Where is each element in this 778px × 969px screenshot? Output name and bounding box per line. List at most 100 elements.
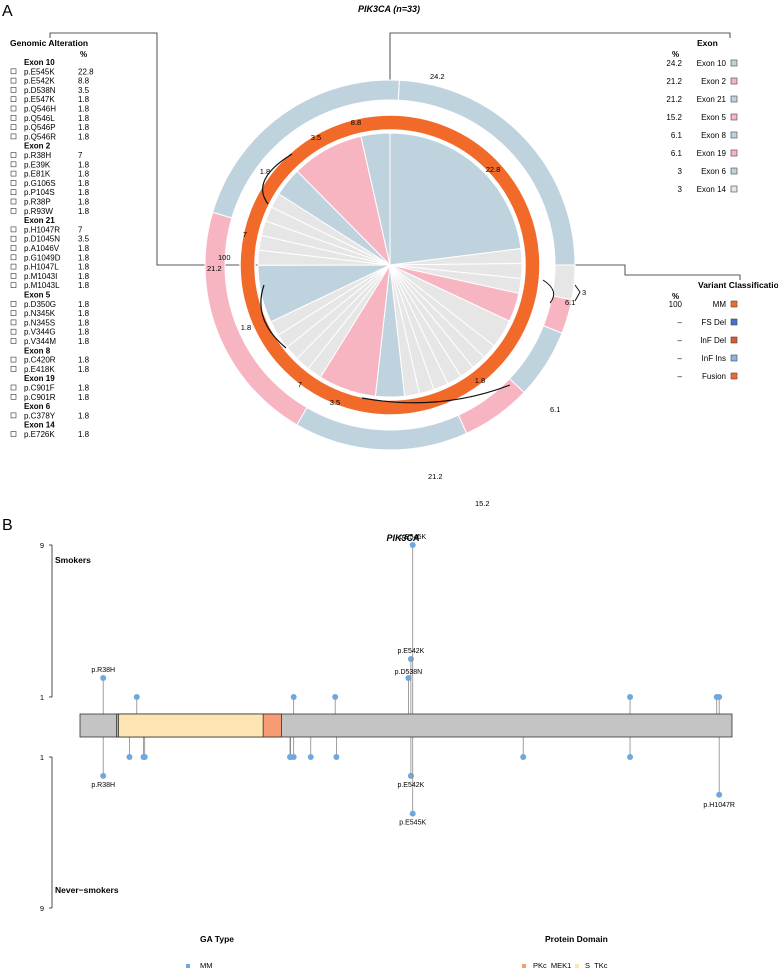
panel-a-letter: A <box>2 3 13 20</box>
exon-legend-swatch <box>730 167 738 175</box>
ga-item-pct: 1.8 <box>78 309 90 318</box>
ga-swatch <box>10 393 17 400</box>
ga-swatch <box>10 96 17 102</box>
ga-swatch <box>10 152 17 158</box>
legend-connectors <box>49 32 741 280</box>
inner-ring-label: 3.5 <box>330 398 340 407</box>
ga-item-label: p.E726K <box>24 430 55 439</box>
ga-item-label: p.M1043L <box>24 281 60 290</box>
smokers-mutation-label: p.E542K <box>397 648 424 655</box>
ga-item-label: p.E547K <box>24 95 55 104</box>
variant-ring-outer-edge <box>239 114 541 416</box>
inner-ring-label: 8.8 <box>351 118 361 127</box>
ga-swatch <box>10 115 17 121</box>
ga-exon-header: Exon 5 <box>24 291 51 300</box>
exon-legend-pct: 15.2 <box>666 113 682 122</box>
inner-ring-label: 7 <box>298 380 302 389</box>
ga-item-pct: 1.8 <box>78 300 90 309</box>
ga-item-label: p.V344M <box>24 337 56 346</box>
exon-legend: Exon % 24.2 Exon 10 21.2 Exon 2 21.2 Exon 21 1… <box>666 38 738 194</box>
ga-swatch <box>10 245 17 251</box>
ga-item-pct: 1.8 <box>78 179 90 188</box>
domain-legend-label-stkc: S_TKc <box>585 961 608 969</box>
ga-item-pct: 1.8 <box>78 198 90 207</box>
ga-swatch <box>10 87 17 93</box>
ga-item-label: p.Q546L <box>24 114 55 123</box>
never-smokers-point <box>409 810 416 817</box>
outer-ring-label: 3 <box>582 288 586 297</box>
ga-connector-line <box>49 32 258 266</box>
ga-item-label: p.D1045N <box>24 235 60 244</box>
outer-ring-label: 6.1 <box>565 298 575 307</box>
vc-legend-label: InF Del <box>700 336 726 345</box>
outer-ring-label: 24.2 <box>430 72 445 81</box>
domain-legend-swatch-pkc <box>522 964 526 968</box>
vc-legend-label: FS Del <box>702 318 727 327</box>
ga-swatch <box>10 431 17 437</box>
never-smokers-point <box>126 754 133 760</box>
ga-item-label: p.A1046V <box>24 244 60 253</box>
never-smokers-mutation-label: p.R38H <box>91 782 115 789</box>
donut-chart: 24.2 21.2 21.2 15.2 6.1 6.1 3 100 22.8 8.8 3.5 1.8 7… <box>204 72 586 508</box>
ga-item-pct: 1.8 <box>78 253 90 262</box>
ga-item-pct: 1.8 <box>78 132 90 141</box>
ga-swatch <box>10 170 17 177</box>
variant-classification-legend: Variant Classification % 100 MM – FS Del – In… <box>669 280 778 381</box>
ga-item-pct: 1.8 <box>78 170 90 179</box>
never-smokers-point <box>520 754 527 760</box>
ga-item-pct: 7 <box>78 225 83 234</box>
ga-item-pct: 1.8 <box>78 114 90 123</box>
exon-legend-pct: 6.1 <box>671 131 683 140</box>
exon-legend-swatch <box>730 149 738 157</box>
ga-swatch <box>10 198 17 205</box>
smokers-point <box>133 694 140 700</box>
ga-exon-header: Exon 8 <box>24 346 51 355</box>
ga-swatch <box>10 310 17 316</box>
ga-item-pct: 1.8 <box>78 95 90 104</box>
smokers-label: Smokers <box>55 555 91 565</box>
ga-swatch <box>10 366 17 372</box>
ga-legend-title: Genomic Alteration <box>10 38 88 48</box>
never-smokers-point <box>627 754 634 760</box>
exon-legend-label: Exon 6 <box>701 167 726 176</box>
ga-swatch <box>10 68 17 75</box>
inner-ring-label: 7 <box>243 230 247 239</box>
vc-legend-label: Fusion <box>702 372 726 381</box>
ga-item-label: p.C420R <box>24 356 56 365</box>
vc-legend-swatch <box>730 372 738 380</box>
ga-item-label: p.C901F <box>24 384 55 393</box>
smokers-point <box>100 675 107 681</box>
top-y-tick-label-min: 1 <box>40 693 44 702</box>
never-smokers-point <box>333 754 340 760</box>
exon-legend-pct: 21.2 <box>666 77 682 86</box>
exon-ring-segment <box>212 79 400 219</box>
ga-item-label: p.E418K <box>24 365 55 374</box>
genomic-alteration-legend: Genomic Alteration % Exon 10p.E545K 22.8 p… <box>10 38 94 439</box>
ga-item-label: p.D350G <box>24 300 56 309</box>
inner-ring-label: 1.8 <box>475 376 485 385</box>
bracket-outer-3 <box>574 284 581 302</box>
exon-legend-pct: 21.2 <box>666 95 682 104</box>
variant-ring-inner-edge <box>254 129 526 401</box>
inner-ring-label: 1.8 <box>241 323 251 332</box>
panel-b-title: PIK3CA <box>386 533 419 543</box>
ga-item-pct: 1.8 <box>78 337 90 346</box>
ga-swatch <box>10 161 17 168</box>
ga-item-label: p.R38P <box>24 198 51 207</box>
vc-legend-pct: – <box>678 318 683 327</box>
inner-ring-label: 22.8 <box>486 165 501 174</box>
ga-item-label: p.Q546R <box>24 132 56 141</box>
exon-legend-swatch <box>730 59 738 67</box>
exon-ring-segment <box>551 264 576 301</box>
ga-type-legend-label-mm: MM <box>200 961 213 969</box>
exon-legend-pct: 6.1 <box>671 149 683 158</box>
ga-item-label: p.E542K <box>24 77 55 86</box>
ga-swatch <box>10 338 17 344</box>
ga-item-label: p.Q546H <box>24 105 56 114</box>
ga-exon-header: Exon 10 <box>24 58 55 67</box>
ga-swatch <box>10 263 17 270</box>
ga-swatch <box>10 77 17 84</box>
ga-item-pct: 22.8 <box>78 67 94 76</box>
outer-ring-label: 6.1 <box>550 405 560 414</box>
ga-swatch <box>10 208 17 214</box>
